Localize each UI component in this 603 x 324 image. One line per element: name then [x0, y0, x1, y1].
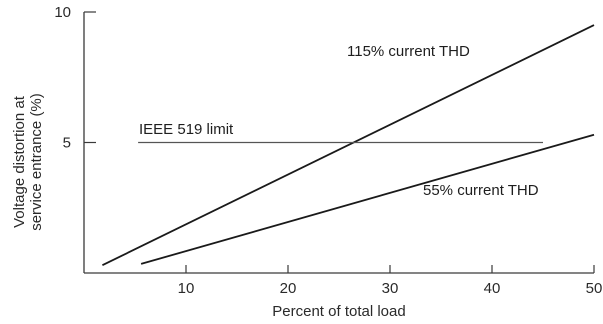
- x-tick-label-10: 10: [178, 280, 195, 297]
- y-axis-title-line-1: Voltage distortion at: [11, 95, 28, 228]
- y-axis-ticks: 5 10: [54, 4, 96, 152]
- x-tick-label-40: 40: [484, 280, 501, 297]
- series-label-55-thd: 55% current THD: [423, 182, 539, 199]
- x-tick-label-30: 30: [382, 280, 399, 297]
- y-axis-title-line-2: service entrance (%): [28, 93, 45, 231]
- series-label-115-thd: 115% current THD: [347, 43, 470, 60]
- x-tick-label-20: 20: [280, 280, 297, 297]
- x-axis-title: Percent of total load: [272, 303, 405, 320]
- series-lines: [102, 24, 595, 267]
- x-axis-ticks: 10 20 30 40 50: [178, 265, 603, 297]
- series-line-55-thd: [140, 133, 595, 265]
- x-tick-label-50: 50: [586, 280, 603, 297]
- series-line-115-thd: [102, 24, 595, 267]
- y-axis-title: Voltage distortion at service entrance (…: [11, 93, 45, 231]
- y-tick-label-5: 5: [63, 135, 71, 152]
- y-tick-label-10: 10: [54, 4, 71, 21]
- series-label-ieee-519-limit: IEEE 519 limit: [139, 121, 234, 138]
